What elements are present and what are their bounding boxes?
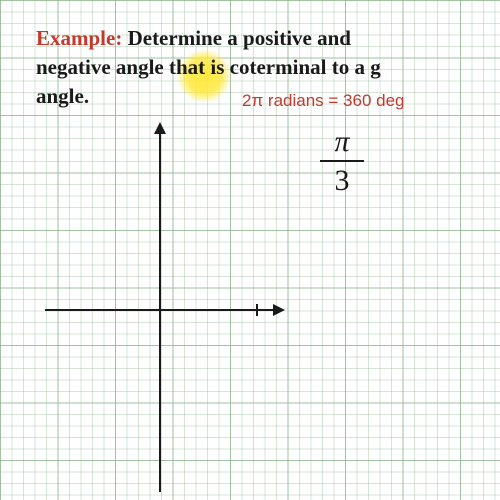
y-axis-arrow: [154, 122, 166, 134]
content-layer: Example: Determine a positive and negati…: [0, 0, 500, 500]
heading-line-1: Example: Determine a positive and: [36, 26, 351, 51]
example-label: Example:: [36, 26, 122, 50]
heading-line-2: negative angle that is coterminal to a g: [36, 55, 381, 80]
angle-fraction: π 3: [320, 125, 364, 197]
conversion-note: 2π radians = 360 deg: [242, 91, 405, 111]
x-axis-arrow: [273, 304, 285, 316]
line1-body: Determine a positive and: [122, 26, 351, 50]
fraction-numerator: π: [320, 125, 364, 162]
heading-line-3: angle.: [36, 84, 89, 109]
fraction-denominator: 3: [320, 162, 364, 197]
coordinate-axes: [25, 122, 285, 492]
